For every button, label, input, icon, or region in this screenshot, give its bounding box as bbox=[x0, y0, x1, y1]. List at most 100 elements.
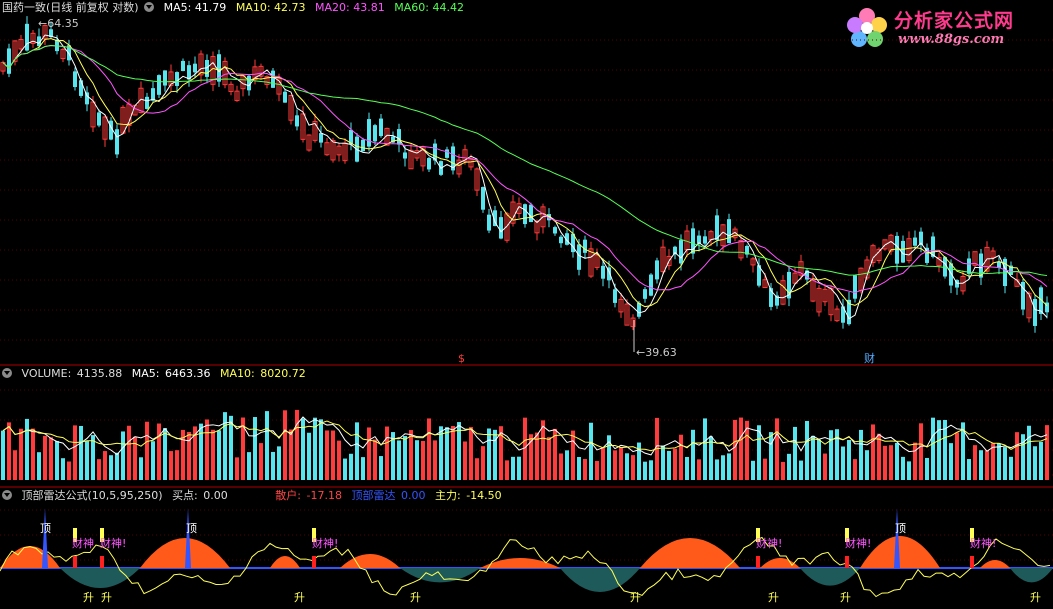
candle-body bbox=[853, 275, 857, 299]
volume-bar bbox=[613, 450, 617, 480]
volume-bar bbox=[535, 432, 539, 480]
candle-body bbox=[691, 228, 695, 254]
top-mark: 顶 bbox=[186, 522, 197, 535]
volume-bar bbox=[421, 440, 425, 480]
retail-area bbox=[1010, 568, 1053, 583]
top-radar-spike bbox=[185, 508, 191, 568]
candle-body bbox=[715, 215, 719, 240]
candle-body bbox=[73, 71, 77, 88]
candle-body bbox=[403, 152, 407, 159]
caishen-bar-top bbox=[970, 528, 974, 542]
volume-bar bbox=[667, 450, 671, 480]
volume-bar bbox=[301, 418, 305, 480]
main-force-area bbox=[270, 556, 300, 568]
volume-bar bbox=[139, 457, 143, 480]
candle-body bbox=[499, 217, 503, 239]
rise-mark: 升 bbox=[630, 591, 641, 604]
rise-mark: 升 bbox=[101, 591, 112, 604]
candle-body bbox=[559, 236, 563, 244]
volume-bar bbox=[565, 450, 569, 480]
candle-body bbox=[361, 139, 365, 152]
candle-body bbox=[157, 75, 161, 95]
candle-body bbox=[936, 257, 942, 267]
volume-bar bbox=[619, 447, 623, 480]
volume-bar bbox=[997, 443, 1001, 480]
volume-bar bbox=[103, 451, 107, 480]
volume-label: VOLUME: bbox=[21, 367, 72, 380]
candle-body bbox=[847, 299, 851, 325]
candle-body bbox=[433, 143, 437, 161]
candle-body bbox=[876, 248, 882, 262]
ma60-value: 44.42 bbox=[432, 1, 464, 14]
volume-bar bbox=[115, 452, 119, 480]
caishen-bar-top bbox=[756, 528, 760, 542]
rise-mark: 升 bbox=[410, 591, 421, 604]
ma20-label: MA20: bbox=[315, 1, 350, 14]
volume-bar bbox=[19, 428, 23, 480]
volume-bar bbox=[289, 429, 293, 480]
candle-body bbox=[660, 246, 666, 273]
candle-body bbox=[312, 120, 318, 141]
candle-body bbox=[462, 149, 468, 162]
caishen-bar-top bbox=[845, 528, 849, 542]
candle-body bbox=[895, 235, 899, 264]
volume-bar bbox=[787, 453, 791, 480]
candle-body bbox=[649, 274, 653, 296]
indicator-title[interactable]: 顶部雷达公式(10,5,95,250) bbox=[21, 489, 163, 502]
volume-bar bbox=[391, 432, 395, 480]
volume-dropdown-icon[interactable] bbox=[2, 368, 12, 378]
volume-bar bbox=[337, 440, 341, 480]
volume-bar bbox=[217, 430, 221, 480]
candle-body bbox=[319, 133, 323, 143]
volume-bar bbox=[649, 460, 653, 480]
candle-body bbox=[780, 280, 786, 305]
candle-body bbox=[391, 136, 395, 143]
site-logo: 分析家公式网 www.88gs.com bbox=[842, 4, 1047, 54]
volume-bar bbox=[373, 439, 377, 480]
low-price-label: ←39.63 bbox=[636, 346, 677, 359]
volume-bar bbox=[883, 445, 887, 480]
candle-body bbox=[841, 306, 845, 323]
candle-body bbox=[997, 261, 1001, 268]
candle-body bbox=[175, 72, 179, 86]
candle-body bbox=[949, 263, 953, 286]
candle-body bbox=[906, 238, 912, 262]
volume-bar bbox=[199, 423, 203, 480]
candle-body bbox=[288, 95, 294, 121]
candle-body bbox=[750, 258, 756, 266]
candle-body bbox=[379, 118, 383, 137]
volume-ma10-line bbox=[2, 420, 1048, 452]
candle-body bbox=[324, 142, 330, 156]
candle-body bbox=[283, 91, 287, 103]
volume-bar bbox=[517, 456, 521, 480]
volume-bar bbox=[205, 419, 209, 480]
volume-bar bbox=[943, 419, 947, 480]
candle-body bbox=[594, 254, 600, 268]
candle-body bbox=[115, 129, 119, 155]
volume-bar bbox=[679, 434, 683, 480]
volume-bar bbox=[919, 423, 923, 480]
candle-body bbox=[67, 45, 71, 61]
candle-body bbox=[1003, 258, 1007, 287]
volume-bar bbox=[241, 417, 245, 480]
volume-bar bbox=[1039, 441, 1043, 480]
indicator-dropdown-icon[interactable] bbox=[2, 490, 12, 500]
candle-body bbox=[247, 75, 251, 91]
ma10-line bbox=[2, 38, 1048, 308]
settings-dropdown-icon[interactable] bbox=[144, 2, 155, 12]
main-force-area bbox=[340, 554, 400, 568]
volume-bar bbox=[829, 430, 833, 480]
volume-bar bbox=[379, 456, 383, 480]
candle-body bbox=[1009, 265, 1013, 275]
stock-title[interactable]: 国药一致(日线 前复权 对数) bbox=[2, 1, 139, 14]
candle-body bbox=[787, 271, 791, 299]
volume-bar bbox=[439, 426, 443, 480]
caishen-mark: 财神! bbox=[100, 537, 127, 550]
candle-body bbox=[588, 248, 594, 277]
candle-body bbox=[571, 233, 575, 253]
volume-bar bbox=[211, 429, 215, 480]
candle-body bbox=[762, 279, 768, 289]
ma60-label: MA60: bbox=[394, 1, 429, 14]
buy-label: 买点: bbox=[172, 489, 198, 502]
